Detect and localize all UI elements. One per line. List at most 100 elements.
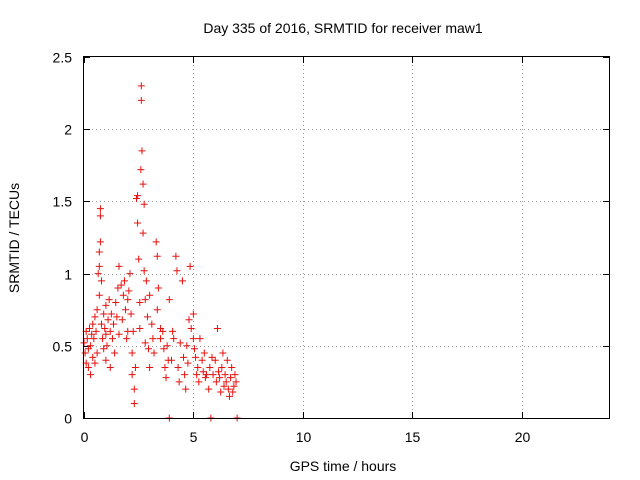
data-point <box>218 363 226 371</box>
data-point <box>93 349 101 357</box>
data-point <box>83 335 91 343</box>
x-tick-label: 0 <box>81 429 89 445</box>
data-point <box>84 363 92 371</box>
data-point <box>96 212 104 220</box>
data-point <box>189 310 197 318</box>
data-point <box>223 356 231 364</box>
data-point <box>98 320 105 328</box>
data-point <box>169 327 177 335</box>
data-point <box>115 262 123 270</box>
data-point <box>215 368 223 376</box>
data-point <box>137 96 145 104</box>
y-tick-label: 2 <box>64 122 72 138</box>
data-point <box>88 330 96 338</box>
data-point <box>146 363 154 371</box>
data-point <box>221 371 229 379</box>
data-point <box>113 313 121 321</box>
data-point <box>136 298 144 306</box>
data-point <box>137 82 145 90</box>
data-point <box>123 335 131 343</box>
data-point <box>163 342 171 350</box>
data-point <box>195 378 203 386</box>
data-point <box>107 310 115 318</box>
data-point <box>95 262 103 270</box>
data-point <box>100 345 108 353</box>
data-point <box>229 388 237 396</box>
data-point <box>120 277 128 285</box>
data-point <box>114 284 122 292</box>
data-point <box>230 382 238 390</box>
data-point <box>117 281 125 289</box>
data-point <box>128 349 136 357</box>
data-point <box>187 324 195 332</box>
data-point <box>190 345 198 353</box>
data-point <box>227 374 235 382</box>
data-point <box>95 248 103 256</box>
data-point <box>133 195 140 203</box>
data-point <box>136 324 144 332</box>
data-point <box>153 306 161 314</box>
data-point <box>189 335 197 343</box>
data-point <box>89 320 97 328</box>
data-point <box>96 205 104 213</box>
data-point <box>175 378 183 386</box>
data-point <box>159 327 167 335</box>
data-point <box>89 353 97 361</box>
data-point <box>134 219 142 227</box>
data-point <box>174 363 182 371</box>
data-point <box>106 363 114 371</box>
data-point <box>168 356 175 364</box>
data-point <box>194 363 202 371</box>
data-point <box>146 291 154 299</box>
data-point <box>104 316 112 324</box>
data-point <box>85 324 93 332</box>
data-point <box>232 378 240 386</box>
data-point <box>115 330 123 338</box>
data-point <box>102 301 110 309</box>
data-point <box>192 353 200 361</box>
data-point <box>130 385 138 393</box>
data-point <box>92 327 100 335</box>
data-point <box>142 277 150 285</box>
data-point <box>87 371 95 379</box>
data-point <box>94 270 102 278</box>
data-point <box>211 356 219 364</box>
data-point <box>122 306 130 314</box>
data-point <box>184 359 192 367</box>
data-point <box>131 363 139 371</box>
data-point <box>90 335 98 343</box>
x-tick-label: 20 <box>515 429 531 445</box>
y-tick-label: 2.5 <box>53 50 73 66</box>
data-point <box>173 267 181 275</box>
data-point <box>150 349 158 357</box>
data-point <box>196 335 204 343</box>
data-point <box>220 382 228 390</box>
data-point <box>139 229 147 237</box>
data-point <box>199 368 207 376</box>
data-point <box>148 320 156 328</box>
data-point <box>217 388 225 396</box>
data-point <box>186 262 194 270</box>
data-point <box>93 306 101 314</box>
data-point <box>143 313 151 321</box>
y-tick-label: 0.5 <box>53 339 73 355</box>
data-point <box>201 374 209 382</box>
data-point <box>206 363 214 371</box>
data-point <box>228 363 236 371</box>
data-point <box>118 316 126 324</box>
data-point <box>172 252 180 260</box>
data-point <box>138 147 146 155</box>
data-point <box>141 296 149 304</box>
data-point <box>81 349 89 357</box>
data-point <box>180 353 188 361</box>
data-point <box>157 335 165 343</box>
data-point <box>111 349 119 357</box>
data-point <box>87 342 95 350</box>
data-point <box>154 284 162 292</box>
plot-frame <box>83 56 610 419</box>
data-point <box>216 374 224 382</box>
data-point <box>140 200 148 208</box>
x-tick-label: 5 <box>190 429 198 445</box>
data-point <box>124 296 132 304</box>
data-point <box>176 339 184 347</box>
